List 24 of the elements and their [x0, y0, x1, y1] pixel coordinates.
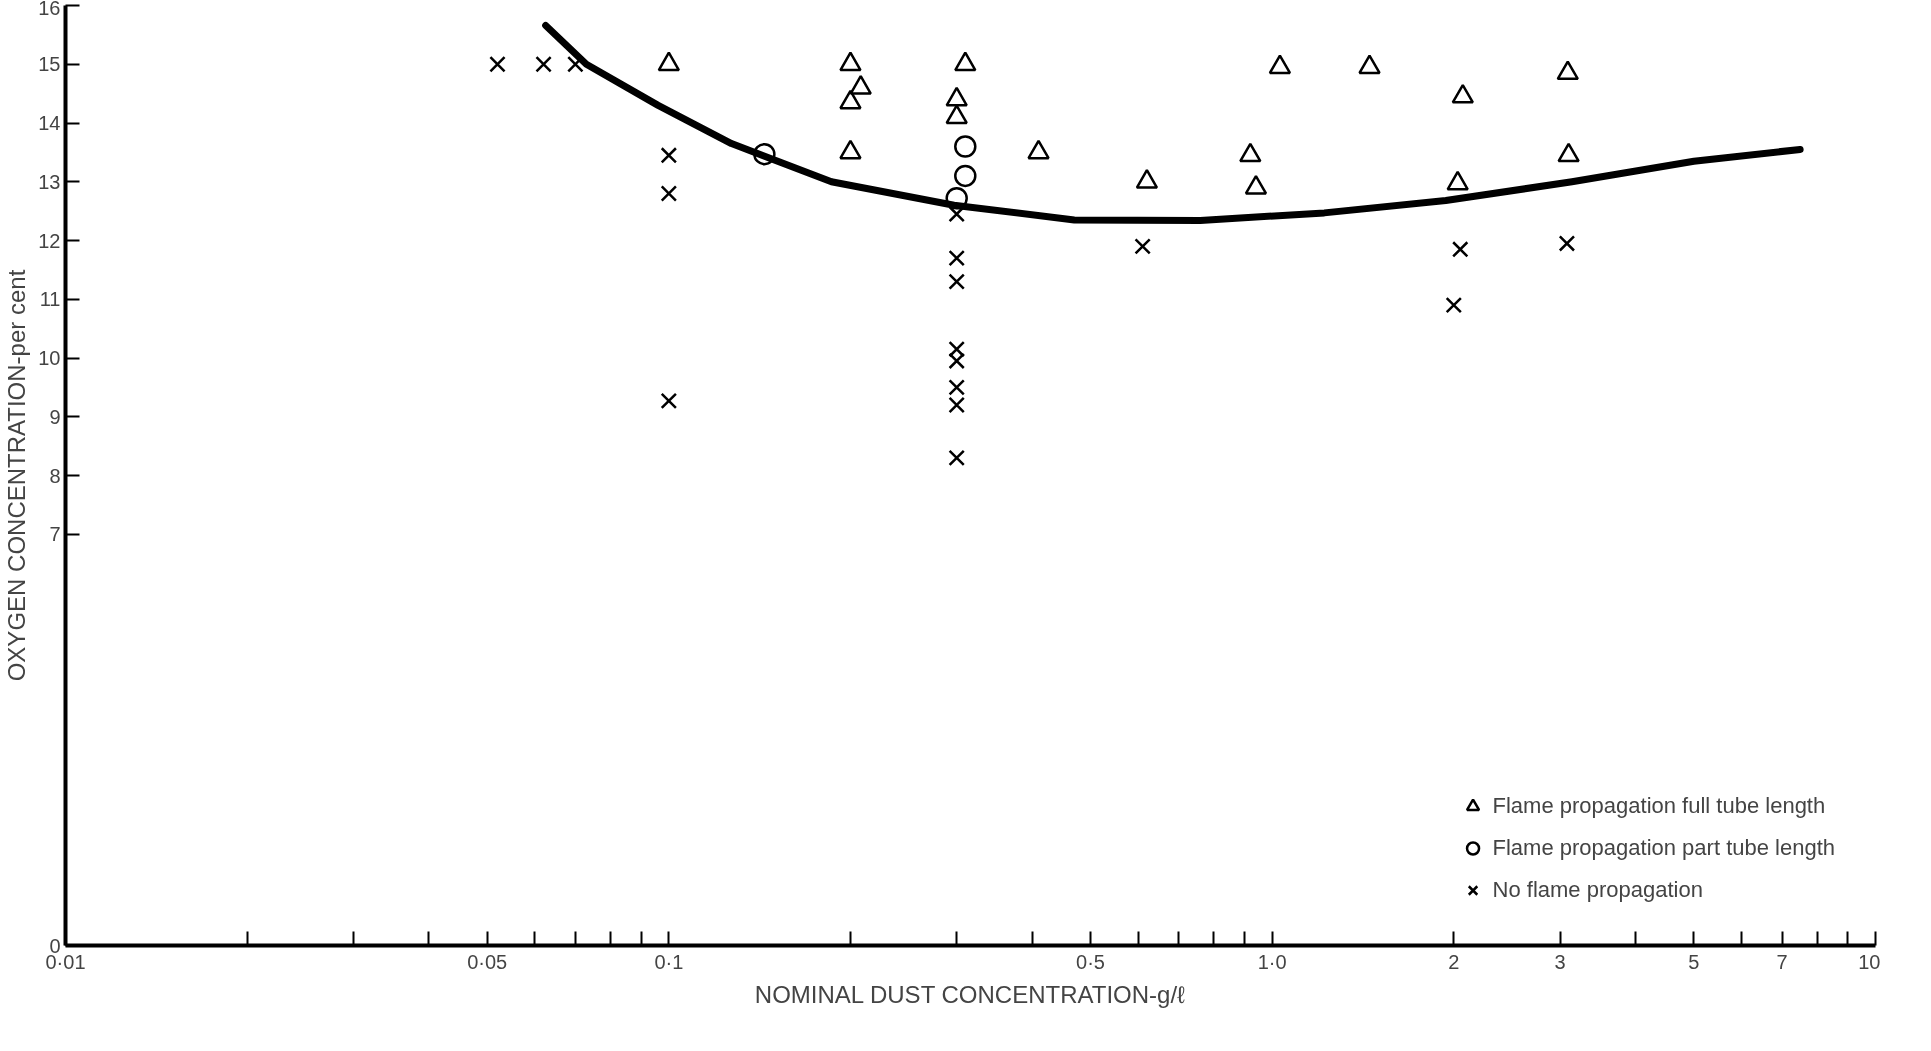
- legend-label: Flame propagation part tube length: [1492, 835, 1835, 861]
- x-tick-label: 0·5: [1076, 950, 1105, 973]
- y-tick-label: 11: [39, 288, 61, 311]
- x-tick-label: 3: [1554, 950, 1566, 973]
- y-tick-label: 14: [38, 112, 61, 134]
- y-tick-label: 9: [49, 405, 61, 428]
- y-axis-title: OXYGEN CONCENTRATION-per cent: [3, 269, 31, 682]
- x-axis-title: NOMINAL DUST CONCENTRATION-g/ℓ: [754, 980, 1186, 1008]
- x-tick-label: 2: [1448, 950, 1460, 973]
- y-tick-label: 12: [38, 229, 61, 252]
- x-tick-label: 0·1: [654, 950, 684, 973]
- x-tick-label: 0·05: [467, 950, 508, 973]
- x-tick-label: 5: [1688, 950, 1700, 973]
- x-tick-label: 10: [1858, 950, 1881, 973]
- y-tick-label: 16: [38, 0, 61, 19]
- y-tick-label: 7: [49, 523, 61, 546]
- legend-label: Flame propagation full tube length: [1492, 793, 1826, 819]
- y-tick-label: 8: [49, 464, 61, 487]
- legend-label: No flame propagation: [1492, 877, 1703, 903]
- y-tick-label: 15: [38, 53, 61, 76]
- y-tick-label: 10: [38, 347, 61, 369]
- x-tick-label: 1·0: [1257, 950, 1287, 973]
- y-tick-label: 13: [38, 170, 61, 193]
- x-tick-label: 7: [1776, 950, 1788, 973]
